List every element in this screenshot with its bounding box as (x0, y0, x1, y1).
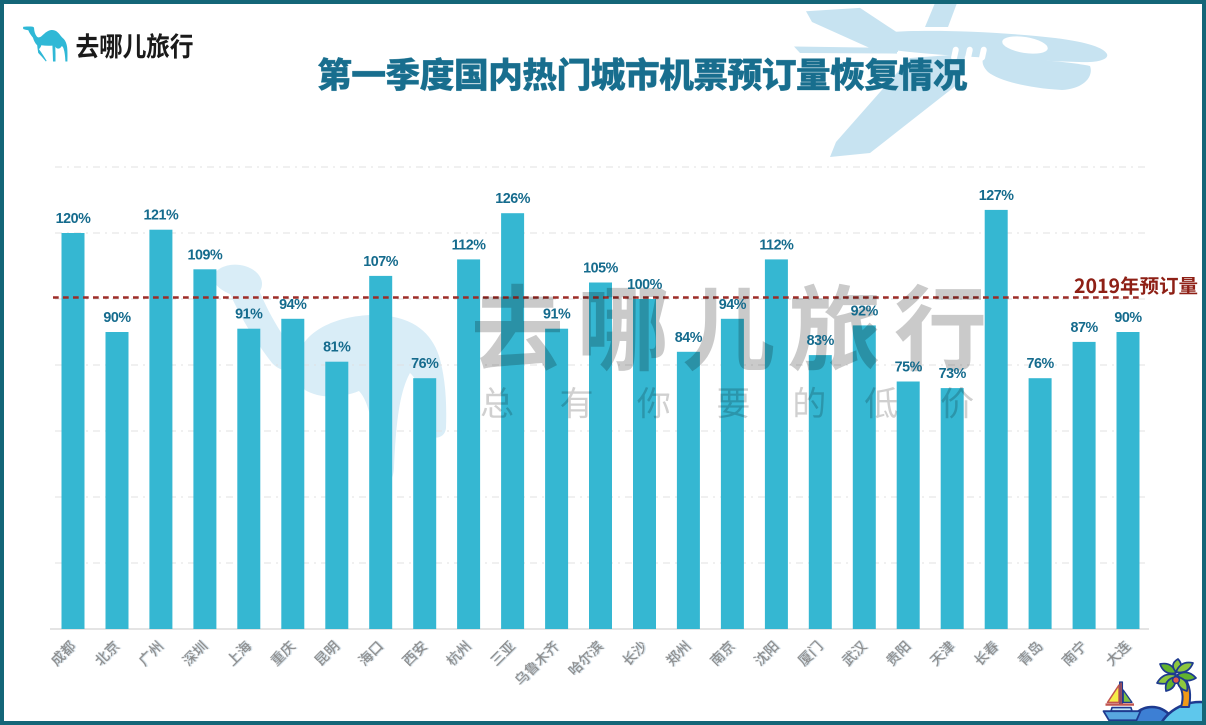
svg-text:105%: 105% (583, 261, 619, 277)
svg-text:84%: 84% (675, 330, 703, 346)
svg-text:109%: 109% (188, 247, 224, 263)
svg-text:76%: 76% (1026, 356, 1054, 372)
svg-text:92%: 92% (851, 303, 879, 319)
svg-text:112%: 112% (452, 237, 487, 253)
svg-text:90%: 90% (103, 310, 131, 326)
svg-text:121%: 121% (144, 208, 180, 224)
svg-text:76%: 76% (411, 356, 439, 372)
svg-text:81%: 81% (323, 340, 351, 356)
svg-text:94%: 94% (719, 297, 747, 313)
svg-text:90%: 90% (1114, 310, 1142, 326)
svg-text:100%: 100% (627, 277, 663, 293)
svg-text:126%: 126% (495, 191, 531, 207)
svg-text:91%: 91% (543, 307, 571, 323)
svg-text:83%: 83% (807, 333, 835, 349)
svg-text:120%: 120% (56, 211, 92, 227)
svg-text:73%: 73% (939, 366, 967, 382)
svg-text:112%: 112% (759, 237, 794, 253)
svg-text:75%: 75% (895, 360, 923, 376)
svg-text:94%: 94% (279, 297, 307, 313)
svg-text:127%: 127% (979, 188, 1015, 204)
svg-text:87%: 87% (1070, 320, 1098, 336)
svg-text:107%: 107% (363, 254, 399, 270)
svg-text:91%: 91% (235, 307, 263, 323)
